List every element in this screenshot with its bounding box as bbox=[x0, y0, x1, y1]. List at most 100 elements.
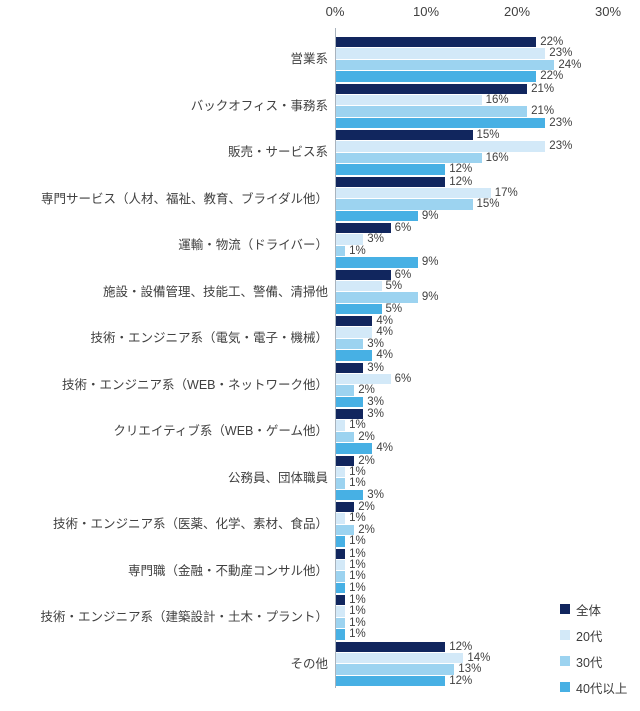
category-group: クリエイティブ系（WEB・ゲーム他） 3% 1% 2% 4% bbox=[0, 408, 640, 455]
bar-30代 bbox=[336, 292, 418, 303]
bar-value-label: 21% bbox=[531, 105, 555, 118]
category-group: 販売・サービス系 15% 23% 16% 12% bbox=[0, 129, 640, 176]
bar-value-label: 4% bbox=[376, 315, 394, 327]
bar-row: 16% bbox=[336, 151, 640, 164]
bar-row: 6% bbox=[336, 269, 640, 281]
bar-row: 1% bbox=[336, 594, 640, 606]
category-group: 技術・エンジニア系（WEB・ネットワーク他） 3% 6% 2% 3% bbox=[0, 362, 640, 409]
bar-value-label: 23% bbox=[549, 116, 573, 129]
bar-set: 1% 1% 1% 1% bbox=[336, 594, 640, 641]
category-label: 技術・エンジニア系（WEB・ネットワーク他） bbox=[62, 377, 328, 392]
bar-row: 4% bbox=[336, 315, 640, 327]
bar-value-label: 12% bbox=[449, 175, 473, 188]
bar-20代 bbox=[336, 234, 364, 245]
bar-value-label: 5% bbox=[385, 279, 403, 292]
x-axis-tick-label: 20% bbox=[503, 4, 531, 19]
bar-value-label: 3% bbox=[367, 488, 384, 501]
x-axis-tick-label: 30% bbox=[594, 4, 622, 19]
legend: 全体 20代 30代 40代以上 bbox=[560, 596, 627, 700]
category-label: クリエイティブ系（WEB・ゲーム他） bbox=[113, 424, 328, 439]
bar-value-label: 2% bbox=[358, 430, 375, 443]
bar-value-label: 16% bbox=[485, 151, 509, 164]
legend-item: 全体 bbox=[560, 596, 627, 622]
bar-value-label: 9% bbox=[421, 291, 439, 304]
bar-row: 3% bbox=[336, 338, 640, 350]
bar-row: 1% bbox=[336, 582, 640, 594]
bar-row: 21% bbox=[336, 82, 640, 95]
bar-row: 4% bbox=[336, 349, 640, 362]
bar-set: 12% 17% 15% 9% bbox=[336, 176, 640, 223]
legend-swatch-icon bbox=[560, 604, 570, 614]
chart-rows: 営業系 22% 23% 24% 22% バックオフィス・事務系 21% 16% 21% 23% 販売… bbox=[0, 36, 640, 687]
bar-40代以上 bbox=[336, 629, 346, 640]
bar-set: 3% 1% 2% 4% bbox=[336, 408, 640, 455]
bar-value-label: 15% bbox=[476, 129, 500, 141]
bar-value-label: 16% bbox=[485, 93, 509, 106]
bar-value-label: 1% bbox=[349, 244, 366, 257]
bar-全体 bbox=[336, 409, 364, 420]
bar-30代 bbox=[336, 478, 346, 489]
bar-value-label: 6% bbox=[394, 222, 412, 234]
bar-row: 23% bbox=[336, 140, 640, 152]
bar-row: 1% bbox=[336, 419, 640, 431]
bar-row: 1% bbox=[336, 570, 640, 582]
bar-20代 bbox=[336, 373, 391, 385]
bar-40代以上 bbox=[336, 489, 364, 501]
bar-row: 1% bbox=[336, 617, 640, 629]
legend-swatch-icon bbox=[560, 656, 570, 666]
bar-value-label: 4% bbox=[376, 349, 394, 362]
bar-40代以上 bbox=[336, 71, 537, 82]
bar-value-label: 17% bbox=[494, 186, 518, 199]
bar-20代 bbox=[336, 513, 346, 524]
bar-row: 2% bbox=[336, 524, 640, 536]
bar-row: 22% bbox=[336, 70, 640, 82]
bar-全体 bbox=[336, 455, 355, 466]
bar-set: 3% 6% 2% 3% bbox=[336, 362, 640, 409]
bar-set: 15% 23% 16% 12% bbox=[336, 129, 640, 176]
bar-value-label: 1% bbox=[349, 594, 366, 606]
bar-row: 5% bbox=[336, 303, 640, 315]
bar-30代 bbox=[336, 571, 346, 582]
bar-row: 12% bbox=[336, 641, 640, 653]
bar-row: 3% bbox=[336, 233, 640, 245]
legend-swatch-icon bbox=[560, 630, 570, 640]
bar-40代以上 bbox=[336, 210, 418, 222]
bar-全体 bbox=[336, 595, 346, 606]
category-group: 技術・エンジニア系（電気・電子・機械） 4% 4% 3% 4% bbox=[0, 315, 640, 362]
bar-40代以上 bbox=[336, 675, 446, 687]
bar-row: 4% bbox=[336, 326, 640, 338]
category-label: 専門職（金融・不動産コンサル他） bbox=[127, 563, 328, 578]
bar-value-label: 2% bbox=[358, 384, 375, 397]
bar-row: 22% bbox=[336, 36, 640, 48]
category-label: その他 bbox=[290, 656, 328, 671]
bar-30代 bbox=[336, 385, 355, 396]
legend-swatch-icon bbox=[560, 682, 570, 692]
category-group: その他 12% 14% 13% 12% bbox=[0, 641, 640, 688]
category-label: 専門サービス（人材、福祉、教育、ブライダル他） bbox=[40, 191, 328, 206]
bar-value-label: 21% bbox=[531, 82, 555, 95]
y-axis-line bbox=[335, 28, 336, 688]
bar-全体 bbox=[336, 548, 346, 559]
bar-40代以上 bbox=[336, 117, 546, 129]
bar-row: 2% bbox=[336, 501, 640, 513]
bar-value-label: 3% bbox=[367, 408, 384, 420]
bar-20代 bbox=[336, 187, 491, 199]
bar-row: 6% bbox=[336, 222, 640, 234]
category-group: 運輸・物流（ドライバー） 6% 3% 1% 9% bbox=[0, 222, 640, 269]
bar-row: 9% bbox=[336, 210, 640, 222]
bar-set: 6% 5% 9% 5% bbox=[336, 269, 640, 316]
bar-row: 1% bbox=[336, 477, 640, 489]
bar-row: 1% bbox=[336, 465, 640, 478]
bar-20代 bbox=[336, 280, 382, 292]
bar-value-label: 24% bbox=[558, 58, 582, 71]
bar-全体 bbox=[336, 130, 473, 141]
bar-20代 bbox=[336, 327, 373, 338]
bar-全体 bbox=[336, 641, 446, 652]
bar-40代以上 bbox=[336, 536, 346, 547]
bar-30代 bbox=[336, 664, 455, 675]
bar-20代 bbox=[336, 48, 546, 59]
bar-value-label: 1% bbox=[349, 465, 366, 478]
bar-value-label: 2% bbox=[358, 454, 375, 467]
bar-value-label: 6% bbox=[394, 372, 412, 385]
bar-row: 3% bbox=[336, 488, 640, 501]
